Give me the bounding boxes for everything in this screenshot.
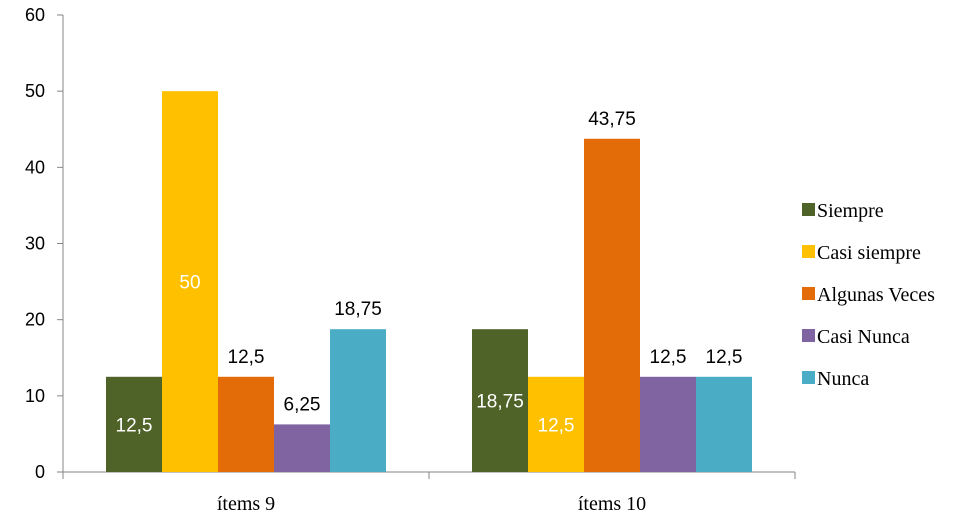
y-tick-label: 40 [25,157,45,177]
bar [696,376,752,472]
legend-swatch [802,287,815,300]
bar [274,424,330,472]
data-label: 12,5 [228,347,265,368]
y-tick-label: 30 [25,234,45,254]
x-category-label: ítems 9 [217,493,275,515]
legend-label: Siempre [817,200,884,222]
bar [162,91,218,473]
y-axis: 0 10 20 30 40 50 60 [25,5,64,482]
y-tick-label: 60 [25,5,45,25]
legend-swatch [802,245,815,258]
y-tick-label: 10 [25,386,45,406]
legend-label: Algunas Veces [817,284,935,306]
x-category-label: ítems 10 [578,493,646,515]
bar [472,329,528,472]
data-label: 12,5 [538,415,575,436]
data-label: 18,75 [476,392,524,413]
data-label: 50 [179,273,200,294]
x-axis: ítems 9 ítems 10 [62,471,796,515]
bars [106,91,752,473]
data-labels: 12,5 50 12,5 6,25 18,75 18,75 12,5 43,75 12,5 12,… [116,109,743,437]
data-label: 12,5 [706,347,743,368]
data-label: 43,75 [588,109,636,130]
bar [218,376,274,472]
legend-swatch [802,203,815,216]
bar [330,329,386,472]
bar [528,376,584,472]
legend-label: Nunca [817,368,869,390]
legend-label: Casi Nunca [817,326,910,348]
y-tick-label: 0 [35,462,45,482]
legend-label: Casi siempre [817,242,921,264]
data-label: 12,5 [650,347,687,368]
bar [106,376,162,472]
data-label: 18,75 [334,299,382,320]
legend-swatch [802,371,815,384]
bar [584,138,640,473]
legend: Siempre Casi siempre Algunas Veces Casi Nun… [802,200,935,390]
legend-swatch [802,329,815,342]
y-tick-label: 50 [25,81,45,101]
data-label: 12,5 [116,415,153,436]
data-label: 6,25 [284,394,321,415]
y-tick-label: 20 [25,310,45,330]
bar [640,376,696,472]
